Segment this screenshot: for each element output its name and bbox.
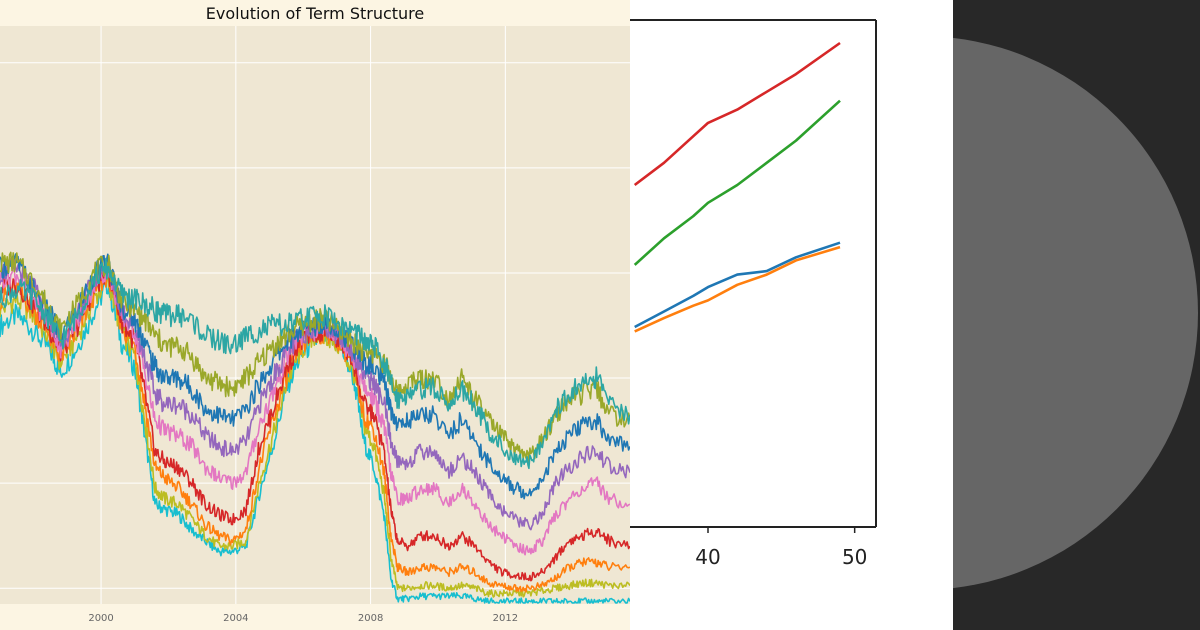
series-2-line [633, 99, 841, 266]
series-4-line [634, 245, 841, 333]
chart-title: Evolution of Term Structure [205, 4, 425, 23]
x-tick-label: 2004 [223, 613, 248, 624]
x-tick-label: 2008 [358, 613, 383, 624]
x-tick-label: 40 [695, 545, 720, 569]
gray-circle [953, 37, 1198, 589]
term-series-9-line [0, 257, 630, 470]
line-chart-plot: 40 50 [630, 19, 877, 569]
series-3-line [634, 241, 841, 329]
line-chart-crop: 40 50 [630, 0, 953, 630]
dark-panel [953, 0, 1200, 630]
gray-circle-graphic [953, 37, 1198, 589]
series-1-line [633, 41, 841, 187]
x-tick-label: 50 [842, 545, 867, 569]
term-structure-plot: 2000 2004 2008 2012 [0, 26, 630, 624]
x-tick-label: 2012 [493, 613, 518, 624]
x-tick-label: 2000 [88, 613, 113, 624]
term-structure-chart: Evolution of Term Structure 2000 2004 2008… [0, 0, 630, 630]
term-series-8-line [0, 251, 630, 466]
